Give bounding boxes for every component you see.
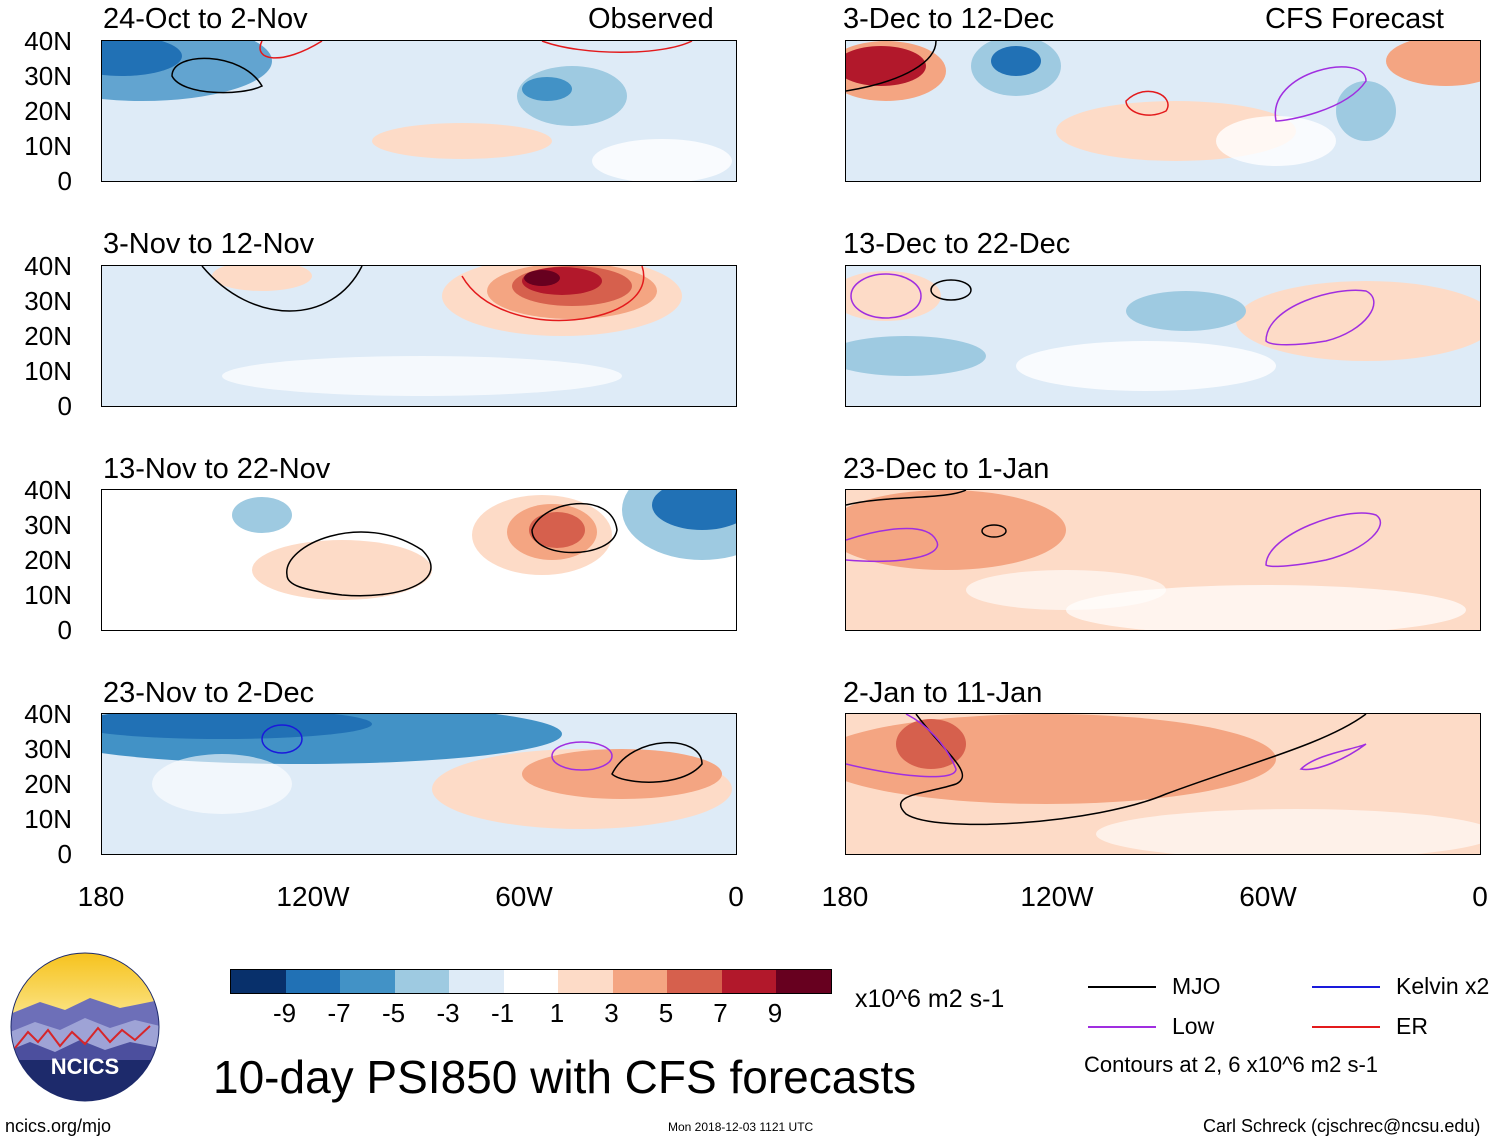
colorbar-label: -1 — [490, 998, 515, 1028]
colorbar-swatch — [449, 970, 504, 993]
legend-kelvin: Kelvin x2 — [1312, 973, 1489, 1000]
colorbar-swatch — [667, 970, 722, 993]
colorbar-swatch — [394, 970, 449, 993]
panel-label-6: 13-Dec to 22-Dec — [843, 228, 1071, 260]
legend-mjo: MJO — [1088, 973, 1221, 1000]
footer-author: Carl Schreck (cjschrec@ncsu.edu) — [1203, 1116, 1481, 1136]
panel-tag-forecast: CFS Forecast — [1265, 3, 1444, 35]
main-title: 10-day PSI850 with CFS forecasts — [213, 1051, 917, 1103]
map-panel-cfs-3 — [845, 489, 1481, 631]
colorbar-units: x10^6 m2 s-1 — [855, 985, 1005, 1013]
colorbar-label: 9 — [767, 998, 783, 1028]
colorbar-swatch — [558, 970, 613, 993]
map-panel-cfs-2 — [845, 265, 1481, 407]
colorbar — [230, 969, 832, 994]
map-panel-obs-3 — [101, 489, 737, 631]
panel-label-1: 24-Oct to 2-Nov — [103, 3, 308, 35]
colorbar-label: 3 — [604, 998, 619, 1028]
panel-tag-observed: Observed — [588, 3, 714, 35]
panel-label-8: 2-Jan to 11-Jan — [843, 677, 1043, 709]
colorbar-swatch — [503, 970, 558, 993]
map-panel-obs-4 — [101, 713, 737, 855]
legend-low: Low — [1088, 1013, 1214, 1040]
map-panel-obs-1 — [101, 40, 737, 182]
colorbar-swatch — [776, 970, 831, 993]
colorbar-swatch — [721, 970, 776, 993]
colorbar-swatch — [231, 970, 286, 993]
legend-er: ER — [1312, 1013, 1428, 1040]
panel-label-2: 3-Nov to 12-Nov — [103, 228, 315, 260]
colorbar-swatch — [285, 970, 340, 993]
panel-label-4: 23-Nov to 2-Dec — [103, 677, 315, 709]
colorbar-label: 7 — [713, 998, 728, 1028]
panel-label-7: 23-Dec to 1-Jan — [843, 453, 1050, 485]
colorbar-label: -7 — [327, 998, 351, 1028]
legend-low-line — [1088, 1025, 1156, 1028]
colorbar-swatch — [340, 970, 395, 993]
map-panel-cfs-4 — [845, 713, 1481, 855]
colorbar-label: 1 — [549, 998, 565, 1028]
colorbar-label: 5 — [658, 998, 674, 1028]
colorbar-label: -3 — [436, 998, 460, 1028]
legend-er-line — [1312, 1025, 1380, 1028]
colorbar-label: -5 — [381, 998, 406, 1028]
colorbar-swatch — [612, 970, 667, 993]
contours-note: Contours at 2, 6 x10^6 m2 s-1 — [1084, 1052, 1379, 1077]
footer-timestamp: Mon 2018-12-03 1121 UTC — [668, 1120, 814, 1134]
legend-kelvin-line — [1312, 985, 1380, 988]
footer-website[interactable]: ncics.org/mjo — [5, 1116, 112, 1136]
panel-label-5: 3-Dec to 12-Dec — [843, 3, 1055, 35]
ncics-logo: NCICS — [10, 952, 160, 1102]
legend-mjo-line — [1088, 985, 1156, 988]
logo-text: NCICS — [51, 1054, 119, 1079]
map-panel-cfs-1 — [845, 40, 1481, 182]
map-panel-obs-2 — [101, 265, 737, 407]
panel-label-3: 13-Nov to 22-Nov — [103, 453, 331, 485]
colorbar-label: -9 — [272, 998, 297, 1028]
